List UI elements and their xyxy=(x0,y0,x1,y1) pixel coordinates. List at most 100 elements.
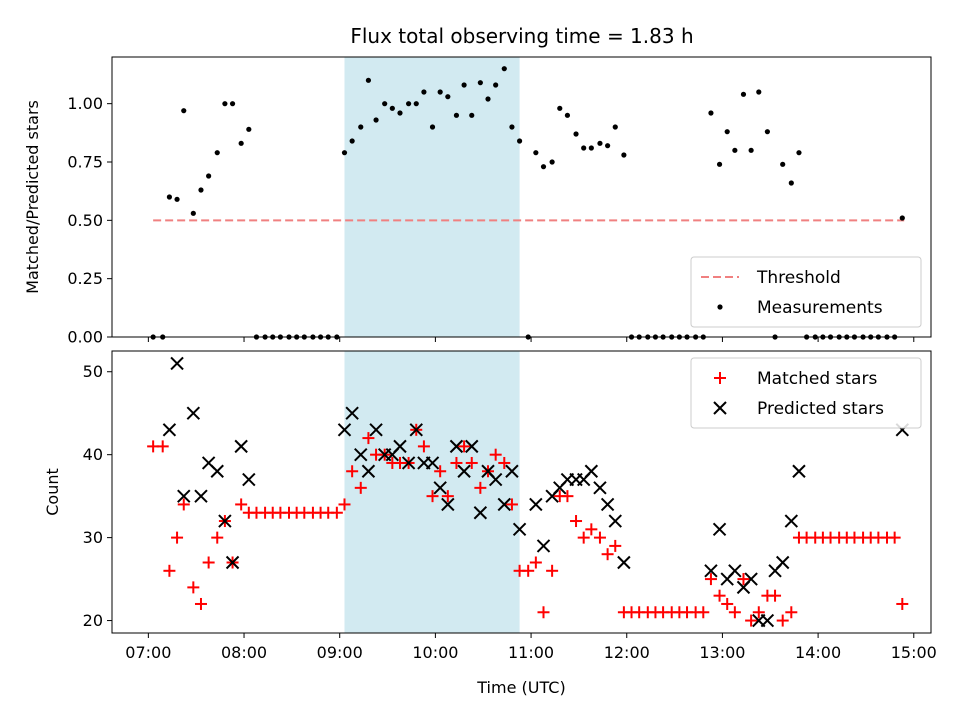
predicted-point xyxy=(409,423,423,437)
predicted-point xyxy=(162,423,177,437)
predicted-point xyxy=(242,472,256,487)
measurement-point xyxy=(756,89,762,95)
legend: Threshold Measurements xyxy=(690,256,922,328)
measurement-point xyxy=(708,110,714,116)
measurement-point xyxy=(214,150,220,156)
measurement-point xyxy=(365,77,372,83)
predicted-point xyxy=(194,489,208,503)
matched-point xyxy=(609,539,622,552)
x-axis-label: Time (UTC) xyxy=(476,678,565,697)
matched-point xyxy=(346,465,359,478)
matched-point xyxy=(171,531,184,544)
y-tick-label: 1.00 xyxy=(67,94,103,113)
x-tick-label: 11:00 xyxy=(508,643,554,662)
measurement-point xyxy=(732,147,738,153)
y-tick-label: 0.75 xyxy=(67,153,103,172)
y-axis-label: Matched/Predicted stars xyxy=(23,100,42,294)
matched-point xyxy=(537,606,550,619)
matched-point xyxy=(194,597,207,610)
measurement-point xyxy=(740,91,747,97)
measurement-point xyxy=(349,138,355,144)
matched-point xyxy=(561,490,574,503)
predicted-point xyxy=(425,456,440,470)
predicted-point xyxy=(488,472,503,487)
matched-point xyxy=(570,515,583,528)
measurement-point xyxy=(597,140,603,146)
matched-point xyxy=(235,498,248,511)
measurement-point xyxy=(899,215,905,221)
measurement-point xyxy=(358,124,364,130)
matched-point xyxy=(474,481,487,494)
measurement-point xyxy=(581,145,587,151)
legend-swatch xyxy=(713,401,727,415)
measurement-point xyxy=(549,159,555,165)
measurement-point xyxy=(573,131,579,137)
predicted-point xyxy=(593,481,607,495)
predicted-point xyxy=(744,572,758,586)
measurement-point xyxy=(206,173,212,179)
predicted-point xyxy=(225,555,240,570)
legend-label: Threshold xyxy=(756,268,841,288)
predicted-point xyxy=(584,464,599,478)
axes-frame xyxy=(111,350,932,634)
measurement-point xyxy=(469,112,475,118)
measurement-point xyxy=(166,194,173,200)
legend-label: Measurements xyxy=(757,298,883,318)
matched-point xyxy=(417,440,430,453)
legend: Matched stars Predicted stars xyxy=(690,357,922,429)
predicted-point xyxy=(393,439,407,454)
highlight-span xyxy=(344,57,520,337)
y-tick-label: 20 xyxy=(83,611,103,630)
axes-frame xyxy=(111,56,932,338)
matched-point xyxy=(593,531,606,544)
matched-point xyxy=(585,523,598,536)
matched-point xyxy=(522,564,535,577)
legend-swatch xyxy=(717,304,723,310)
matched-point xyxy=(441,490,454,503)
measurement-point xyxy=(238,140,244,146)
measurement-point xyxy=(748,147,754,153)
x-tick-label: 15:00 xyxy=(891,643,937,662)
measurement-point xyxy=(493,82,499,88)
predicted-point xyxy=(529,497,543,512)
measurement-point xyxy=(724,129,730,135)
matched-point xyxy=(211,531,224,544)
predicted-point xyxy=(608,514,622,528)
y-tick-label: 0.50 xyxy=(67,211,103,230)
y-tick-label: 50 xyxy=(83,362,103,381)
predicted-point xyxy=(512,522,527,537)
measurement-point xyxy=(557,105,563,111)
y-axis-label: Count xyxy=(43,468,62,516)
predicted-point xyxy=(617,555,631,570)
matched-point xyxy=(426,490,439,503)
matched-point xyxy=(458,440,471,453)
bottom-panel: 20 30 40 50 07:00 08:00 09:00 10:00 11:00 12:00 13… xyxy=(43,350,937,697)
predicted-point xyxy=(792,464,806,478)
measurement-point xyxy=(477,80,483,86)
measurement-point xyxy=(382,101,388,107)
predicted-point xyxy=(449,439,464,454)
measurement-point xyxy=(198,187,204,193)
predicted-point xyxy=(712,522,727,537)
x-tick-label: 10:00 xyxy=(412,643,458,662)
y-tick-label: 0.25 xyxy=(67,269,103,288)
matched-point xyxy=(776,614,789,627)
matched-point xyxy=(577,531,590,544)
measurement-point xyxy=(461,82,467,88)
legend-label: Predicted stars xyxy=(757,399,884,419)
matched-point xyxy=(601,548,614,561)
y-tick-label: 0.00 xyxy=(67,328,103,347)
matched-point xyxy=(769,589,782,602)
predicted-point xyxy=(218,514,232,528)
matched-point xyxy=(156,440,169,453)
predicted-point xyxy=(361,464,376,478)
measurement-point xyxy=(453,112,460,118)
x-tick-label: 12:00 xyxy=(604,643,650,662)
measurement-point xyxy=(174,196,180,202)
measurement-point xyxy=(397,110,403,116)
matched-point xyxy=(177,498,190,511)
measurement-point xyxy=(341,150,348,156)
predicted-point xyxy=(369,423,383,437)
predicted-point xyxy=(170,356,184,371)
